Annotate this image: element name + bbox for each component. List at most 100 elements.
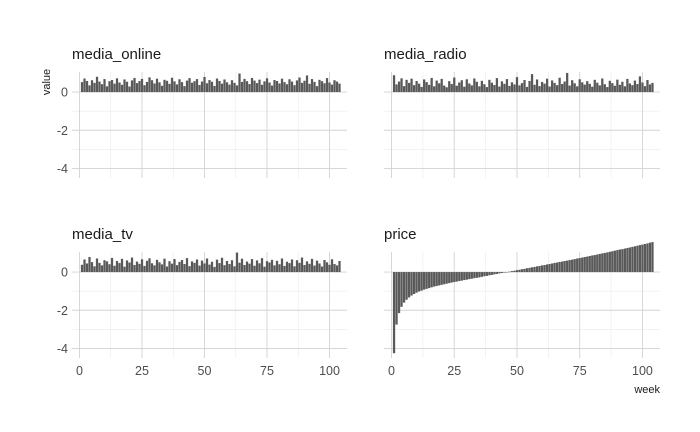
bar	[333, 80, 336, 93]
bar	[288, 79, 291, 93]
bar	[118, 82, 121, 93]
bar	[255, 260, 259, 273]
bar	[158, 82, 161, 93]
bar	[253, 80, 256, 93]
facet-panel-media_radio: media_radio	[384, 46, 660, 178]
bar	[470, 85, 473, 93]
bar	[275, 260, 279, 273]
bar	[293, 266, 296, 273]
bar	[568, 85, 571, 93]
bar	[493, 84, 496, 93]
bar	[108, 81, 111, 93]
bar	[148, 258, 151, 273]
bar	[528, 80, 531, 93]
bar	[335, 81, 339, 93]
bar	[470, 272, 473, 279]
bar	[290, 259, 294, 273]
bar	[538, 265, 541, 273]
bar	[100, 84, 104, 93]
bar	[310, 258, 314, 273]
bar	[130, 80, 134, 93]
bar	[235, 85, 239, 93]
bar	[623, 248, 626, 273]
bar	[520, 83, 524, 93]
bar	[88, 85, 91, 93]
bar	[240, 81, 244, 93]
bar	[480, 272, 483, 277]
bar	[566, 72, 569, 93]
bar	[193, 262, 196, 273]
x-tick-label: 25	[135, 364, 149, 378]
y-tick-label: 0	[61, 266, 68, 280]
bar	[453, 272, 456, 282]
bar	[428, 84, 431, 93]
bar	[410, 272, 413, 296]
y-tick-label: -2	[57, 304, 68, 318]
bar	[566, 260, 569, 273]
bar	[581, 82, 584, 93]
bar	[218, 80, 221, 93]
bar	[601, 78, 604, 93]
facet-strip-label: media_radio	[384, 46, 467, 63]
bar	[273, 265, 276, 273]
bar	[283, 82, 286, 93]
x-axis-title: week	[633, 384, 660, 396]
bar	[238, 262, 241, 273]
bar	[596, 254, 599, 273]
bar	[203, 76, 206, 93]
bar	[543, 83, 546, 93]
bar	[190, 82, 194, 93]
bar	[150, 80, 154, 93]
bar	[118, 263, 121, 273]
bar	[558, 77, 561, 93]
bar	[430, 77, 433, 93]
bar	[626, 247, 629, 273]
bar	[103, 260, 106, 273]
bar	[493, 272, 496, 275]
bar	[83, 259, 86, 273]
bar	[450, 84, 453, 93]
bar	[588, 256, 591, 273]
bar	[515, 77, 519, 93]
bar	[155, 78, 159, 93]
bar	[581, 257, 584, 273]
x-tick-label: 0	[76, 364, 83, 378]
bar	[203, 263, 206, 273]
bar	[475, 272, 478, 278]
bar	[313, 265, 316, 273]
bar	[598, 253, 601, 273]
bar	[460, 80, 463, 93]
bar	[545, 78, 549, 93]
bar	[95, 76, 99, 93]
bar	[328, 82, 331, 93]
bar	[510, 271, 514, 273]
bar	[611, 251, 614, 273]
bar	[593, 255, 596, 273]
facet-strip-label: price	[384, 226, 417, 243]
bar	[402, 86, 406, 93]
bar	[540, 265, 544, 273]
bar	[88, 256, 91, 273]
bar	[263, 81, 266, 93]
bar	[568, 260, 571, 273]
bar	[613, 85, 616, 93]
bar	[402, 272, 406, 303]
y-tick-label: -4	[57, 342, 68, 356]
bar	[260, 84, 264, 93]
bar	[233, 266, 236, 273]
bar	[556, 262, 559, 273]
bar	[220, 257, 224, 273]
bar	[412, 85, 416, 93]
bar	[643, 243, 647, 273]
bar	[550, 263, 554, 273]
bar	[205, 83, 209, 93]
bar	[525, 86, 529, 93]
bar	[586, 81, 589, 93]
bar	[603, 84, 606, 93]
y-tick-label: -4	[57, 162, 68, 176]
bar	[265, 261, 269, 273]
bar	[561, 261, 564, 273]
bar	[303, 264, 306, 273]
bar	[190, 261, 194, 273]
